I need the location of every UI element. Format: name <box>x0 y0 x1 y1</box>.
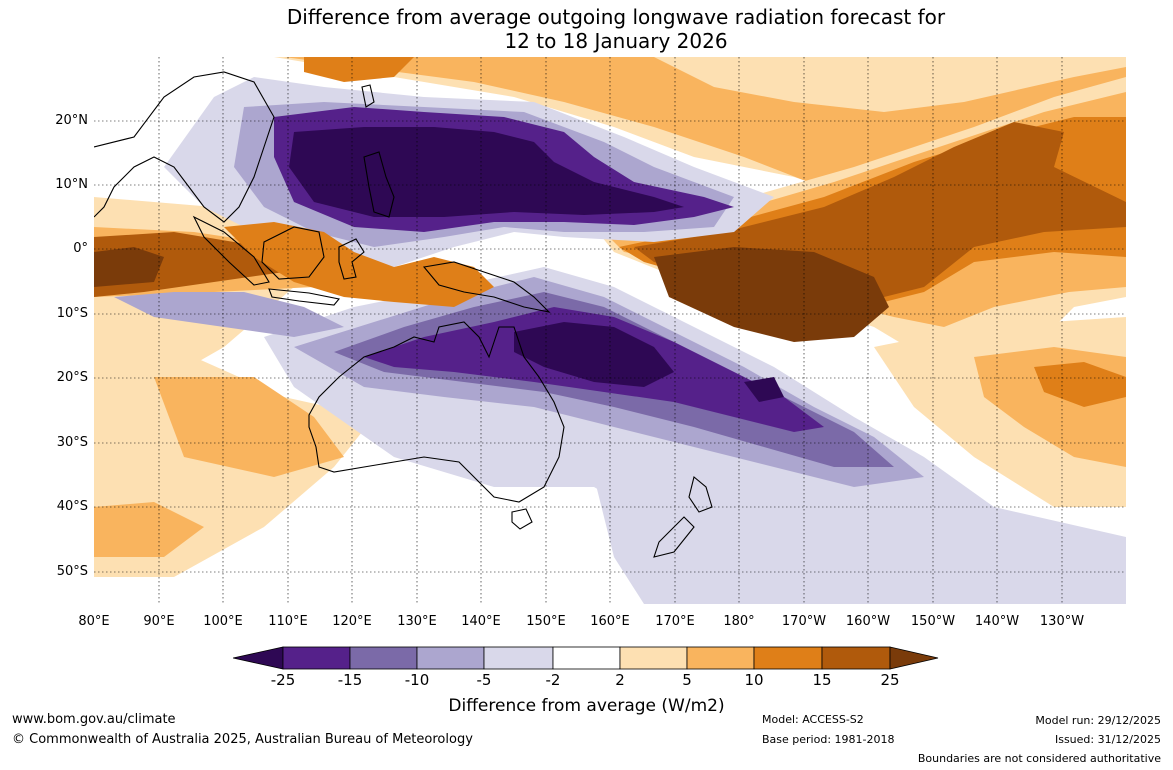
coast-new-guinea <box>422 261 551 313</box>
lat-label-20n: 20°N <box>55 113 88 128</box>
lat-label-10n: 10°N <box>55 177 88 192</box>
colorbar-tick: 5 <box>682 671 692 689</box>
title-line-2: 12 to 18 January 2026 <box>504 29 728 53</box>
coast-sumatra <box>192 215 270 286</box>
lat-label-40s: 40°S <box>56 499 88 514</box>
graticule <box>94 57 1126 604</box>
lon-label-100e: 100°E <box>203 614 243 629</box>
coast-philippines <box>363 151 395 218</box>
anomaly-shade-south-indian-orange-3 <box>94 502 204 557</box>
colorbar-tick: 25 <box>880 671 900 689</box>
colorbar <box>233 646 939 670</box>
lon-label-160e: 160°E <box>590 614 630 629</box>
colorbar-swatch-8 <box>753 646 823 670</box>
lon-label-120e: 120°E <box>332 614 372 629</box>
lon-label-150e: 150°E <box>526 614 566 629</box>
lon-label-130e: 130°E <box>397 614 437 629</box>
coast-new-zealand-north <box>688 476 713 513</box>
lon-label-130w: 130°W <box>1039 614 1085 629</box>
colorbar-tick: -2 <box>545 671 561 689</box>
colorbar-swatch-1 <box>282 646 351 670</box>
anomaly-shade-spcz-core <box>514 322 674 387</box>
colorbar-tick: 2 <box>615 671 625 689</box>
lon-label-140w: 140°W <box>974 614 1020 629</box>
colorbar-swatch-6 <box>619 646 688 670</box>
colorbar-arrow-high <box>889 646 939 670</box>
coast-sulawesi <box>338 238 365 280</box>
lon-label-110e: 110°E <box>268 614 308 629</box>
anomaly-shade-south-indian-orange-2 <box>154 377 344 477</box>
lon-label-150w: 150°W <box>910 614 956 629</box>
anomaly-shade-north-orange-3 <box>304 57 414 82</box>
coast-tasmania <box>511 508 533 530</box>
colorbar-tick: 15 <box>812 671 832 689</box>
footer-model-run: Model run: 29/12/2025 <box>1035 714 1161 727</box>
footer-url[interactable]: www.bom.gov.au/climate <box>12 712 176 727</box>
colorbar-tick: -15 <box>337 671 363 689</box>
lon-label-170w: 170°W <box>781 614 827 629</box>
colorbar-tick: -10 <box>404 671 430 689</box>
anomaly-shade-maritime-purple <box>114 292 344 337</box>
colorbar-arrow-low <box>233 646 284 670</box>
colorbar-swatch-5 <box>552 646 621 670</box>
colorbar-tick: 10 <box>744 671 764 689</box>
lat-label-20s: 20°S <box>56 370 88 385</box>
lat-label-50s: 50°S <box>56 564 88 579</box>
lat-label-30s: 30°S <box>56 435 88 450</box>
colorbar-tick: -25 <box>270 671 296 689</box>
lon-label-160w: 160°W <box>845 614 891 629</box>
colorbar-title: Difference from average (W/m2) <box>448 696 725 716</box>
footer-issued: Issued: 31/12/2025 <box>1054 733 1161 746</box>
lat-label-equator: 0° <box>73 241 88 256</box>
colorbar-swatch-3 <box>416 646 485 670</box>
anomaly-shade-tasman <box>594 467 1126 604</box>
colorbar-swatch-9 <box>821 646 891 670</box>
coast-australia <box>308 321 565 503</box>
coast-taiwan <box>361 84 375 108</box>
coast-new-zealand-south <box>653 516 695 558</box>
footer-disclaimer: Boundaries are not considered authoritat… <box>917 752 1161 765</box>
olr-anomaly-map <box>94 57 1126 604</box>
footer-base-period: Base period: 1981-2018 <box>762 733 895 746</box>
anomaly-shade-wet-core-north <box>289 127 684 217</box>
colorbar-swatch-4 <box>483 646 554 670</box>
coastlines <box>94 71 713 558</box>
lon-label-90e: 90°E <box>143 614 175 629</box>
lon-label-170e: 170°E <box>655 614 695 629</box>
coast-asia-mainland <box>94 71 275 223</box>
anomaly-shade-spcz-core-2 <box>744 377 784 402</box>
colorbar-swatch-7 <box>686 646 755 670</box>
title-line-1: Difference from average outgoing longwav… <box>286 5 946 29</box>
coast-borneo <box>261 226 325 280</box>
anomaly-shade-maritime-orange <box>224 222 494 307</box>
map-title: Difference from average outgoing longwav… <box>0 5 1173 53</box>
lon-label-180: 180° <box>723 614 755 629</box>
anomaly-shade-pacific-orange-5 <box>654 247 889 342</box>
lat-label-10s: 10°S <box>56 306 88 321</box>
footer-model: Model: ACCESS-S2 <box>762 713 864 726</box>
footer-copyright: © Commonwealth of Australia 2025, Austra… <box>12 732 473 747</box>
colorbar-tick: -5 <box>476 671 492 689</box>
lon-label-80e: 80°E <box>78 614 110 629</box>
anomaly-shade-indian-orange-4 <box>94 247 164 287</box>
colorbar-swatch-2 <box>349 646 418 670</box>
coast-java <box>268 288 341 306</box>
map-canvas <box>94 57 1126 604</box>
lon-label-140e: 140°E <box>461 614 501 629</box>
anomaly-shade-east-pacific-orange-3 <box>1034 362 1126 407</box>
